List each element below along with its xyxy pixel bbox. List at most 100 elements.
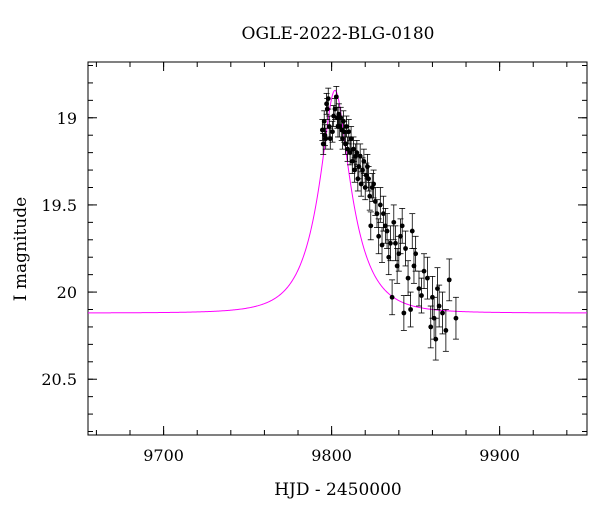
point-marker [320, 141, 326, 147]
data-point [427, 305, 434, 349]
point-marker [338, 115, 344, 121]
data-point [400, 295, 407, 331]
data-point [348, 126, 355, 152]
data-point [372, 187, 379, 216]
point-marker [330, 129, 335, 135]
point-marker [351, 146, 356, 152]
data-point [375, 218, 382, 255]
data-point [357, 143, 364, 169]
data-point [379, 227, 386, 263]
point-marker [446, 277, 452, 283]
point-marker [379, 242, 385, 248]
point-marker [435, 286, 440, 291]
data-point [412, 235, 419, 272]
point-marker [366, 176, 371, 182]
point-marker [340, 136, 345, 142]
point-marker [321, 118, 327, 124]
data-point [325, 87, 332, 110]
point-marker [409, 228, 415, 234]
point-marker [428, 324, 434, 330]
point-marker [393, 240, 398, 246]
y-tick-label: 19.5 [41, 196, 77, 215]
axis-ticks [88, 62, 587, 435]
data-point [399, 208, 406, 244]
point-marker [341, 129, 347, 135]
x-tick-label: 9800 [311, 446, 352, 465]
point-marker [388, 240, 393, 246]
data-point [389, 279, 396, 316]
point-marker [436, 303, 442, 309]
point-marker [389, 294, 395, 300]
point-marker [374, 211, 380, 217]
chart-title: OGLE-2022-BLG-0180 [242, 24, 435, 44]
data-point [387, 225, 394, 262]
point-marker [324, 101, 329, 107]
data-point [367, 211, 374, 241]
data-point [418, 277, 425, 314]
data-point [421, 253, 428, 289]
point-marker [327, 136, 333, 142]
point-marker [394, 263, 400, 269]
point-marker [386, 254, 392, 260]
plot-area: 9700 9800 9900 19 19.5 20 20.5 [41, 61, 588, 465]
data-point [353, 140, 360, 166]
y-axis-label: I magnitude [11, 197, 31, 301]
data-point [366, 181, 373, 211]
point-marker [361, 158, 367, 164]
data-point [329, 120, 336, 143]
data-point [390, 204, 397, 241]
point-marker [399, 223, 405, 229]
point-marker [380, 211, 386, 217]
point-marker [358, 181, 364, 187]
point-marker [344, 124, 349, 129]
axis-tick-labels: 9700 9800 9900 19 19.5 20 20.5 [41, 109, 520, 465]
data-point [402, 230, 409, 267]
point-marker [333, 94, 339, 100]
point-marker [325, 96, 331, 102]
y-tick-label: 20 [57, 283, 77, 302]
point-marker [443, 328, 449, 333]
data-point [436, 284, 443, 328]
data-point [442, 309, 449, 352]
point-marker [424, 275, 430, 281]
x-tick-label: 9700 [143, 446, 184, 465]
point-marker [326, 124, 332, 129]
plot-frame [87, 61, 588, 436]
data-point [434, 267, 441, 310]
point-marker [382, 223, 388, 229]
data-point [407, 291, 414, 328]
point-marker [398, 233, 403, 239]
point-marker [421, 268, 427, 274]
point-marker [345, 146, 350, 152]
point-marker [348, 136, 354, 142]
data-point [405, 260, 412, 296]
data-point [344, 136, 351, 162]
x-axis-label: HJD - 2450000 [274, 480, 402, 500]
data-point [373, 199, 380, 228]
data-point [452, 296, 459, 340]
data-point [365, 166, 372, 192]
data-point [370, 169, 377, 199]
data-point [432, 317, 439, 361]
point-marker [413, 251, 419, 257]
data-point [351, 157, 358, 183]
data-point [415, 270, 422, 307]
point-marker [332, 106, 338, 112]
point-marker [368, 223, 374, 229]
point-marker [347, 150, 353, 156]
data-point [409, 213, 416, 249]
point-marker [384, 228, 390, 234]
data-point [382, 208, 389, 244]
point-marker [391, 219, 397, 225]
point-marker [401, 310, 407, 316]
point-marker [408, 307, 413, 312]
point-marker [433, 336, 439, 342]
data-point [320, 133, 327, 155]
point-marker [377, 202, 383, 208]
data-point [360, 148, 367, 174]
point-marker [371, 181, 377, 187]
point-marker [342, 141, 348, 147]
point-marker [319, 127, 325, 133]
point-marker [376, 233, 382, 239]
